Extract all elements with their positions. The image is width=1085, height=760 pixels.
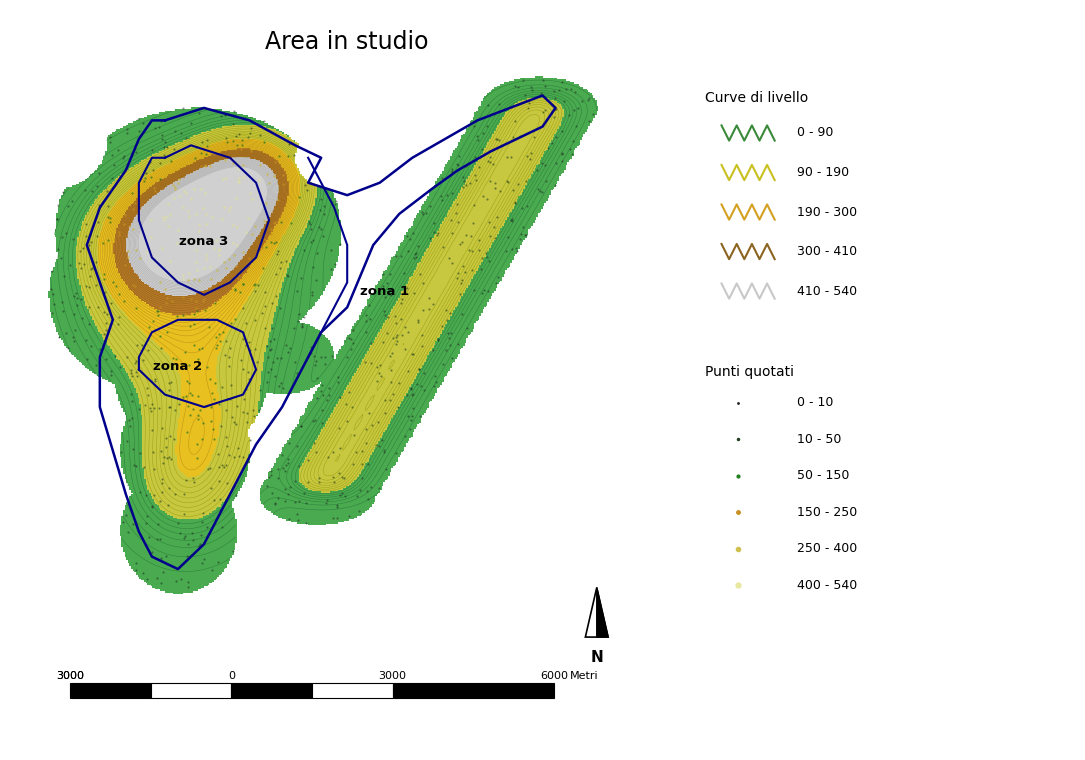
Text: 0 - 10: 0 - 10 [797, 396, 834, 410]
Text: Punti quotati: Punti quotati [705, 365, 794, 378]
Text: 0 - 90: 0 - 90 [797, 126, 834, 140]
Text: 250 - 400: 250 - 400 [797, 542, 858, 556]
Text: 50 - 150: 50 - 150 [797, 469, 850, 483]
Bar [393, 682, 473, 698]
Bar [473, 682, 553, 698]
Text: 6000: 6000 [540, 671, 567, 681]
Text: N: N [590, 651, 603, 665]
Text: zona 2: zona 2 [153, 359, 203, 372]
Text: zona 3: zona 3 [179, 235, 229, 248]
Text: zona 1: zona 1 [360, 285, 409, 298]
Text: Metri: Metri [570, 671, 599, 681]
Polygon shape [597, 587, 608, 637]
Text: 3000: 3000 [56, 671, 85, 681]
Bar [71, 682, 151, 698]
Text: 190 - 300: 190 - 300 [797, 205, 857, 219]
Text: 3000: 3000 [56, 671, 85, 681]
Text: 410 - 540: 410 - 540 [797, 284, 857, 298]
Text: 90 - 190: 90 - 190 [797, 166, 850, 179]
Bar [151, 682, 231, 698]
Text: Area in studio: Area in studio [266, 30, 429, 55]
Bar [312, 682, 393, 698]
Text: 3000: 3000 [379, 671, 407, 681]
Text: 0: 0 [228, 671, 235, 681]
Text: 10 - 50: 10 - 50 [797, 432, 842, 446]
Text: 400 - 540: 400 - 540 [797, 578, 858, 592]
Text: Curve di livello: Curve di livello [705, 91, 808, 105]
Text: 300 - 410: 300 - 410 [797, 245, 857, 258]
Text: 150 - 250: 150 - 250 [797, 505, 858, 519]
Bar [231, 682, 312, 698]
